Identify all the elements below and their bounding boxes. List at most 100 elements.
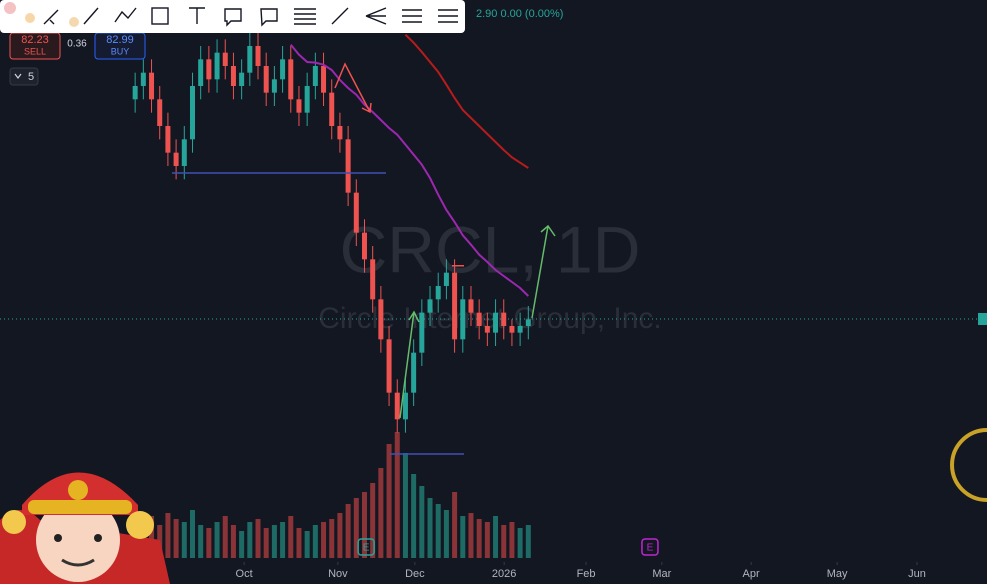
volume-bar xyxy=(189,510,195,558)
candle-body xyxy=(353,192,359,233)
volume-bar xyxy=(255,519,261,558)
candle-body xyxy=(173,152,179,166)
volume-bar xyxy=(214,522,220,558)
candle-body xyxy=(411,352,417,393)
candle-body xyxy=(263,66,269,93)
tool-text[interactable] xyxy=(189,7,205,24)
volume-bar xyxy=(304,531,310,558)
volume-bar xyxy=(484,522,490,558)
candle-body xyxy=(288,59,294,100)
volume-bar xyxy=(378,468,384,558)
mascot xyxy=(0,472,170,584)
volume-bar xyxy=(394,432,400,558)
candle-body xyxy=(370,259,376,300)
tool-path[interactable] xyxy=(114,7,137,23)
drawn-arrow xyxy=(531,224,556,319)
candle-body xyxy=(230,66,236,86)
volume-bar xyxy=(517,528,523,558)
volume-bar xyxy=(337,513,343,558)
volume-bar xyxy=(509,522,515,558)
volume-bar xyxy=(361,492,367,558)
candle-body xyxy=(525,319,531,326)
price-tag xyxy=(978,313,987,325)
candle-body xyxy=(468,299,474,313)
volume-bar xyxy=(280,522,286,558)
candle-body xyxy=(501,312,507,326)
candle-body xyxy=(345,139,351,193)
x-tick-label: Jun xyxy=(908,568,926,580)
candle-body xyxy=(165,126,171,153)
volume-bar xyxy=(370,483,376,558)
candle-body xyxy=(517,326,523,333)
chevron xyxy=(14,73,22,79)
volume-bar xyxy=(411,474,417,558)
earnings-label: E xyxy=(647,543,654,554)
x-tick-label: Oct xyxy=(236,568,253,580)
price-change: 2.90 0.00 (0.00%) xyxy=(476,8,563,20)
candle-body xyxy=(181,139,187,166)
tool-fan[interactable] xyxy=(365,7,387,25)
volume-bar xyxy=(271,525,277,558)
tool-line[interactable] xyxy=(83,7,99,25)
candle-body xyxy=(198,59,204,86)
spread: 0.36 xyxy=(67,39,87,50)
tool-callout[interactable] xyxy=(224,8,242,27)
candle-body xyxy=(239,72,245,86)
drawing-toolbar xyxy=(0,0,465,33)
volume-bar xyxy=(165,513,171,558)
candle-body xyxy=(460,299,466,340)
x-tick-label: Mar xyxy=(652,568,671,580)
candle-body xyxy=(427,299,433,313)
buy-label: BUY xyxy=(111,46,130,56)
candle-body xyxy=(312,66,318,86)
candle-body xyxy=(452,272,458,340)
plot: SepOctNovDec2026FebMarAprMayJunEE xyxy=(132,32,926,580)
candle-body xyxy=(378,299,384,340)
candle-body xyxy=(157,99,163,126)
candle-body xyxy=(329,92,335,126)
earnings-badge xyxy=(357,538,375,556)
candle-body xyxy=(255,46,261,66)
tool-note[interactable] xyxy=(260,8,278,27)
sell-label: SELL xyxy=(24,46,46,56)
volume-bar xyxy=(435,504,441,558)
drawn-mark xyxy=(452,265,464,267)
candle-body xyxy=(206,59,212,80)
candle-body xyxy=(419,312,425,353)
candle-body xyxy=(435,286,441,300)
watermark-company: Circle Internet Group, Inc. xyxy=(318,302,661,335)
tool-settings[interactable] xyxy=(438,9,458,23)
side-decoration xyxy=(950,428,987,502)
indicator-count: 5 xyxy=(28,71,34,83)
candle-body xyxy=(476,312,482,326)
volume-bar xyxy=(296,528,302,558)
sell-price: 82.23 xyxy=(21,34,49,46)
tool-ray[interactable] xyxy=(331,7,349,25)
tool-brush[interactable] xyxy=(43,9,59,25)
candle-body xyxy=(132,86,138,100)
earnings-label: E xyxy=(363,543,370,554)
candle-body xyxy=(280,59,286,80)
drawn-arrow xyxy=(399,310,420,419)
buy-price: 82.99 xyxy=(106,34,134,46)
volume-bar xyxy=(460,516,466,558)
candle-body xyxy=(386,339,392,393)
candle-body xyxy=(271,79,277,93)
candle-body xyxy=(296,99,302,113)
indicator-toggle[interactable] xyxy=(9,67,39,86)
tool-rect[interactable] xyxy=(151,7,169,25)
x-tick-label: Nov xyxy=(328,568,348,580)
volume-bar xyxy=(149,516,155,558)
candle-body xyxy=(304,86,310,113)
tool-channel[interactable] xyxy=(402,9,422,23)
volume-bar xyxy=(501,525,507,558)
volume-bar xyxy=(468,513,474,558)
candle-body xyxy=(149,72,155,100)
candle-body xyxy=(140,72,146,86)
candle-body xyxy=(402,392,408,420)
volume-bar xyxy=(206,528,212,558)
tool-fib[interactable] xyxy=(294,8,316,25)
volume-bar xyxy=(525,525,531,558)
